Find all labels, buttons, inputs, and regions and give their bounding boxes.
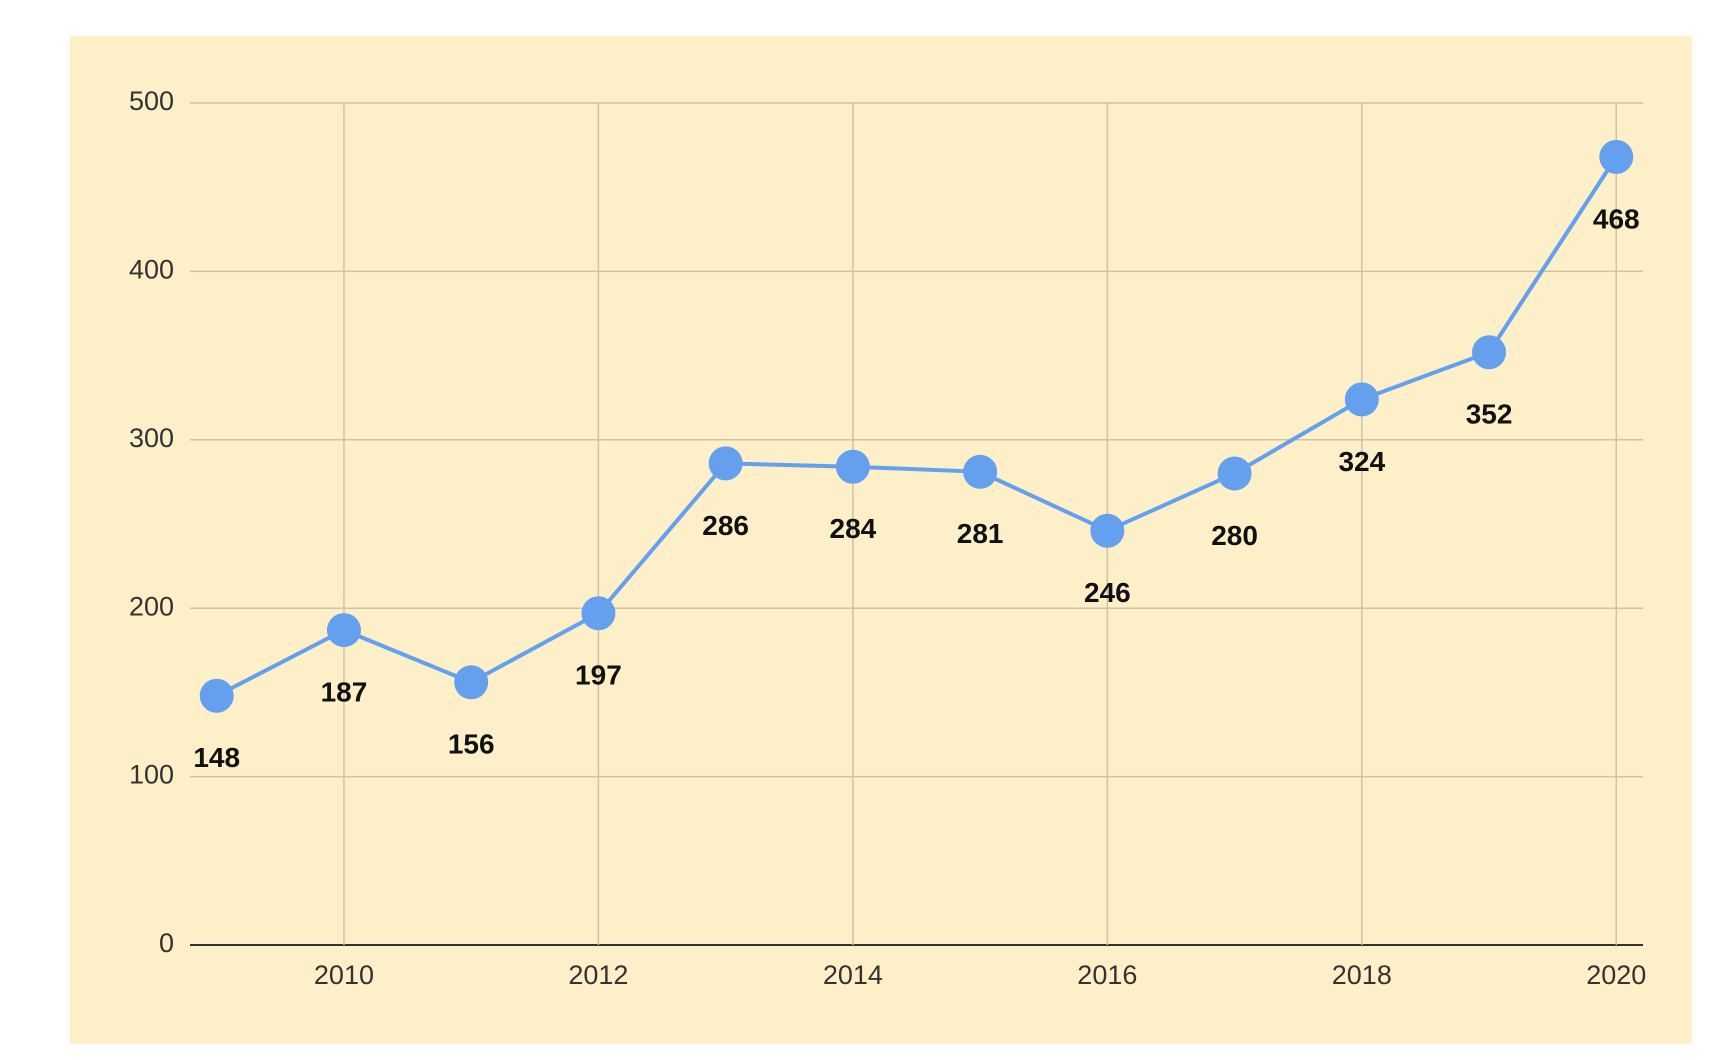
data-point xyxy=(963,454,998,489)
data-label: 281 xyxy=(957,518,1004,549)
data-point xyxy=(1090,513,1125,548)
data-point xyxy=(1599,139,1634,174)
chart-background xyxy=(70,36,1692,1044)
data-point xyxy=(708,446,743,481)
data-point xyxy=(454,665,489,700)
data-point xyxy=(326,613,361,648)
data-point xyxy=(1344,382,1379,417)
data-point xyxy=(199,678,234,713)
data-label: 468 xyxy=(1593,203,1640,234)
y-tick-label: 500 xyxy=(129,86,174,116)
x-tick-label: 2010 xyxy=(314,960,374,990)
x-tick-label: 2012 xyxy=(568,960,628,990)
x-tick-label: 2020 xyxy=(1586,960,1646,990)
x-tick-label: 2018 xyxy=(1332,960,1392,990)
data-label: 286 xyxy=(702,510,749,541)
y-tick-label: 200 xyxy=(129,591,174,621)
data-point xyxy=(1472,335,1507,370)
data-point xyxy=(835,449,870,484)
y-tick-label: 300 xyxy=(129,423,174,453)
data-label: 246 xyxy=(1084,577,1131,608)
y-tick-label: 0 xyxy=(159,928,174,958)
data-label: 284 xyxy=(830,513,877,544)
data-label: 352 xyxy=(1466,399,1513,430)
data-label: 156 xyxy=(448,729,495,760)
series-line xyxy=(215,155,1618,698)
y-tick-label: 400 xyxy=(129,255,174,285)
y-tick-label: 100 xyxy=(129,760,174,790)
data-label: 280 xyxy=(1211,520,1258,551)
x-tick-label: 2014 xyxy=(823,960,883,990)
data-label: 148 xyxy=(193,742,240,773)
x-tick-label: 2016 xyxy=(1077,960,1137,990)
data-label: 187 xyxy=(321,676,368,707)
data-point xyxy=(581,596,616,631)
data-label: 324 xyxy=(1338,446,1385,477)
data-point xyxy=(1217,456,1252,491)
data-label: 197 xyxy=(575,660,622,691)
